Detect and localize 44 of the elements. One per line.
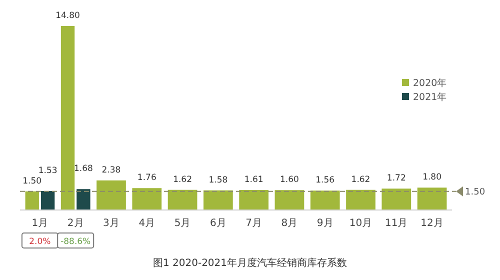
x-tick-label: 6月 <box>210 218 226 229</box>
x-tick-label: 2月 <box>67 218 84 229</box>
x-tick-label: 8月 <box>281 218 298 229</box>
data-label: 14.80 <box>56 11 80 21</box>
x-tick-label: 9月 <box>316 218 334 229</box>
data-label: 1.61 <box>244 174 264 185</box>
bar <box>382 188 412 210</box>
x-tick-label: 10月 <box>349 218 372 229</box>
bar <box>346 190 376 210</box>
ref-line-label: 1.50 <box>465 187 486 198</box>
bar <box>132 188 162 210</box>
bar <box>96 180 126 210</box>
bar <box>76 189 90 210</box>
data-label: 1.56 <box>316 176 335 186</box>
text: -88.6% <box>60 237 91 247</box>
x-tick-label: 3月 <box>103 218 120 229</box>
x-tick-label: 5月 <box>174 218 191 229</box>
text: 图1 2020-2021年月度汽车经销商库存系数 <box>152 257 348 269</box>
bar <box>239 190 269 210</box>
data-label: 1.62 <box>351 174 370 185</box>
legend-label: 2021年 <box>413 91 448 103</box>
data-label: 1.76 <box>137 173 156 184</box>
legend-label: 2020年 <box>413 77 448 89</box>
data-label: 2.38 <box>102 165 121 176</box>
data-label: 1.60 <box>280 175 299 186</box>
data-label: 1.80 <box>422 172 442 183</box>
x-tick-label: 11月 <box>385 218 408 229</box>
bar <box>274 190 304 210</box>
data-label: 1.58 <box>208 175 228 186</box>
x-tick-label: 4月 <box>138 218 156 229</box>
data-label: 1.62 <box>173 174 192 185</box>
x-tick-label: 1月 <box>32 218 48 229</box>
bar <box>310 190 340 210</box>
bar <box>168 190 198 210</box>
data-label: 1.50 <box>22 176 42 186</box>
data-label: 1.68 <box>74 164 93 174</box>
x-tick-label: 7月 <box>246 218 262 229</box>
data-label: 1.72 <box>386 174 406 184</box>
text: 2.0% <box>29 237 51 247</box>
data-label: 1.53 <box>38 166 58 176</box>
x-tick-label: 12月 <box>420 218 444 229</box>
bar <box>203 190 233 210</box>
bar <box>417 188 447 210</box>
bar <box>40 190 55 210</box>
